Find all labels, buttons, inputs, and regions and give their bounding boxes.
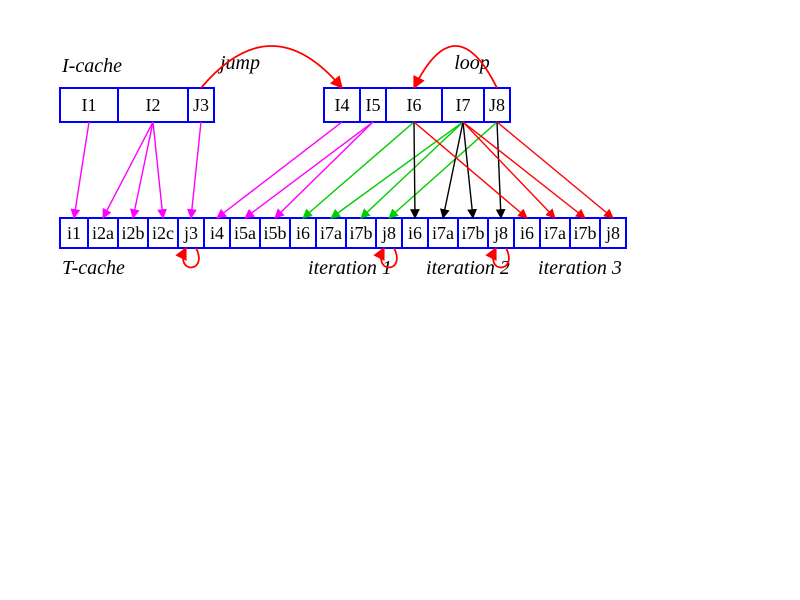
tcache-cell-label: j3 xyxy=(183,223,198,243)
map-arrow xyxy=(443,122,463,218)
tcache-cell-label: i6 xyxy=(408,223,422,243)
tcache-cell-label: i7b xyxy=(461,223,484,243)
map-arrow xyxy=(414,122,415,218)
icache-cell-label: J3 xyxy=(193,95,209,115)
map-arrow xyxy=(133,122,153,218)
caption: iteration 1 xyxy=(308,257,392,279)
map-arrow xyxy=(74,122,89,218)
icache-cell-label: I7 xyxy=(456,95,471,115)
tcache-cell-label: i5a xyxy=(234,223,256,243)
map-arrow xyxy=(191,122,201,218)
map-arrow xyxy=(245,122,373,218)
caption: iteration 2 xyxy=(426,257,510,279)
map-arrow xyxy=(497,122,501,218)
tcache-cell-label: i7a xyxy=(320,223,342,243)
map-arrow xyxy=(414,122,527,218)
map-arrow xyxy=(361,122,463,218)
self-loop xyxy=(183,248,199,268)
tcache-cell-label: i7b xyxy=(349,223,372,243)
tcache-cell-label: j8 xyxy=(381,223,396,243)
tcache-cell-label: j8 xyxy=(605,223,620,243)
map-arrow xyxy=(153,122,163,218)
tcache-cell-label: i6 xyxy=(520,223,534,243)
tcache-cell-label: i7a xyxy=(432,223,454,243)
caption: I-cache xyxy=(61,55,122,77)
tcache-cell-label: i5b xyxy=(263,223,286,243)
tcache-cell-label: i7b xyxy=(573,223,596,243)
tcache-cell-label: i4 xyxy=(210,223,224,243)
icache-cell-label: I1 xyxy=(82,95,97,115)
icache-cell-label: I5 xyxy=(366,95,381,115)
icache-cell-label: I6 xyxy=(407,95,422,115)
icache-cell-label: I2 xyxy=(146,95,161,115)
tcache-cell-label: i2b xyxy=(121,223,144,243)
icache-cell-label: I4 xyxy=(335,95,350,115)
tcache-cell-label: i1 xyxy=(67,223,81,243)
map-arrow xyxy=(463,122,585,218)
caption: T-cache xyxy=(62,257,125,279)
tcache-cell-label: i6 xyxy=(296,223,310,243)
tcache-cell-label: j8 xyxy=(493,223,508,243)
map-arrow xyxy=(103,122,153,218)
icache-cell-label: J8 xyxy=(489,95,505,115)
tcache-cell-label: i2a xyxy=(92,223,114,243)
caption: iteration 3 xyxy=(538,257,622,279)
tcache-cell-label: i2c xyxy=(152,223,174,243)
caption: loop xyxy=(454,52,490,74)
tcache-cell-label: i7a xyxy=(544,223,566,243)
diagram-svg: I1I2J3I4I5I6I7J8i1i2ai2bi2cj3i4i5ai5bi6i… xyxy=(0,0,800,600)
map-arrow xyxy=(497,122,613,218)
